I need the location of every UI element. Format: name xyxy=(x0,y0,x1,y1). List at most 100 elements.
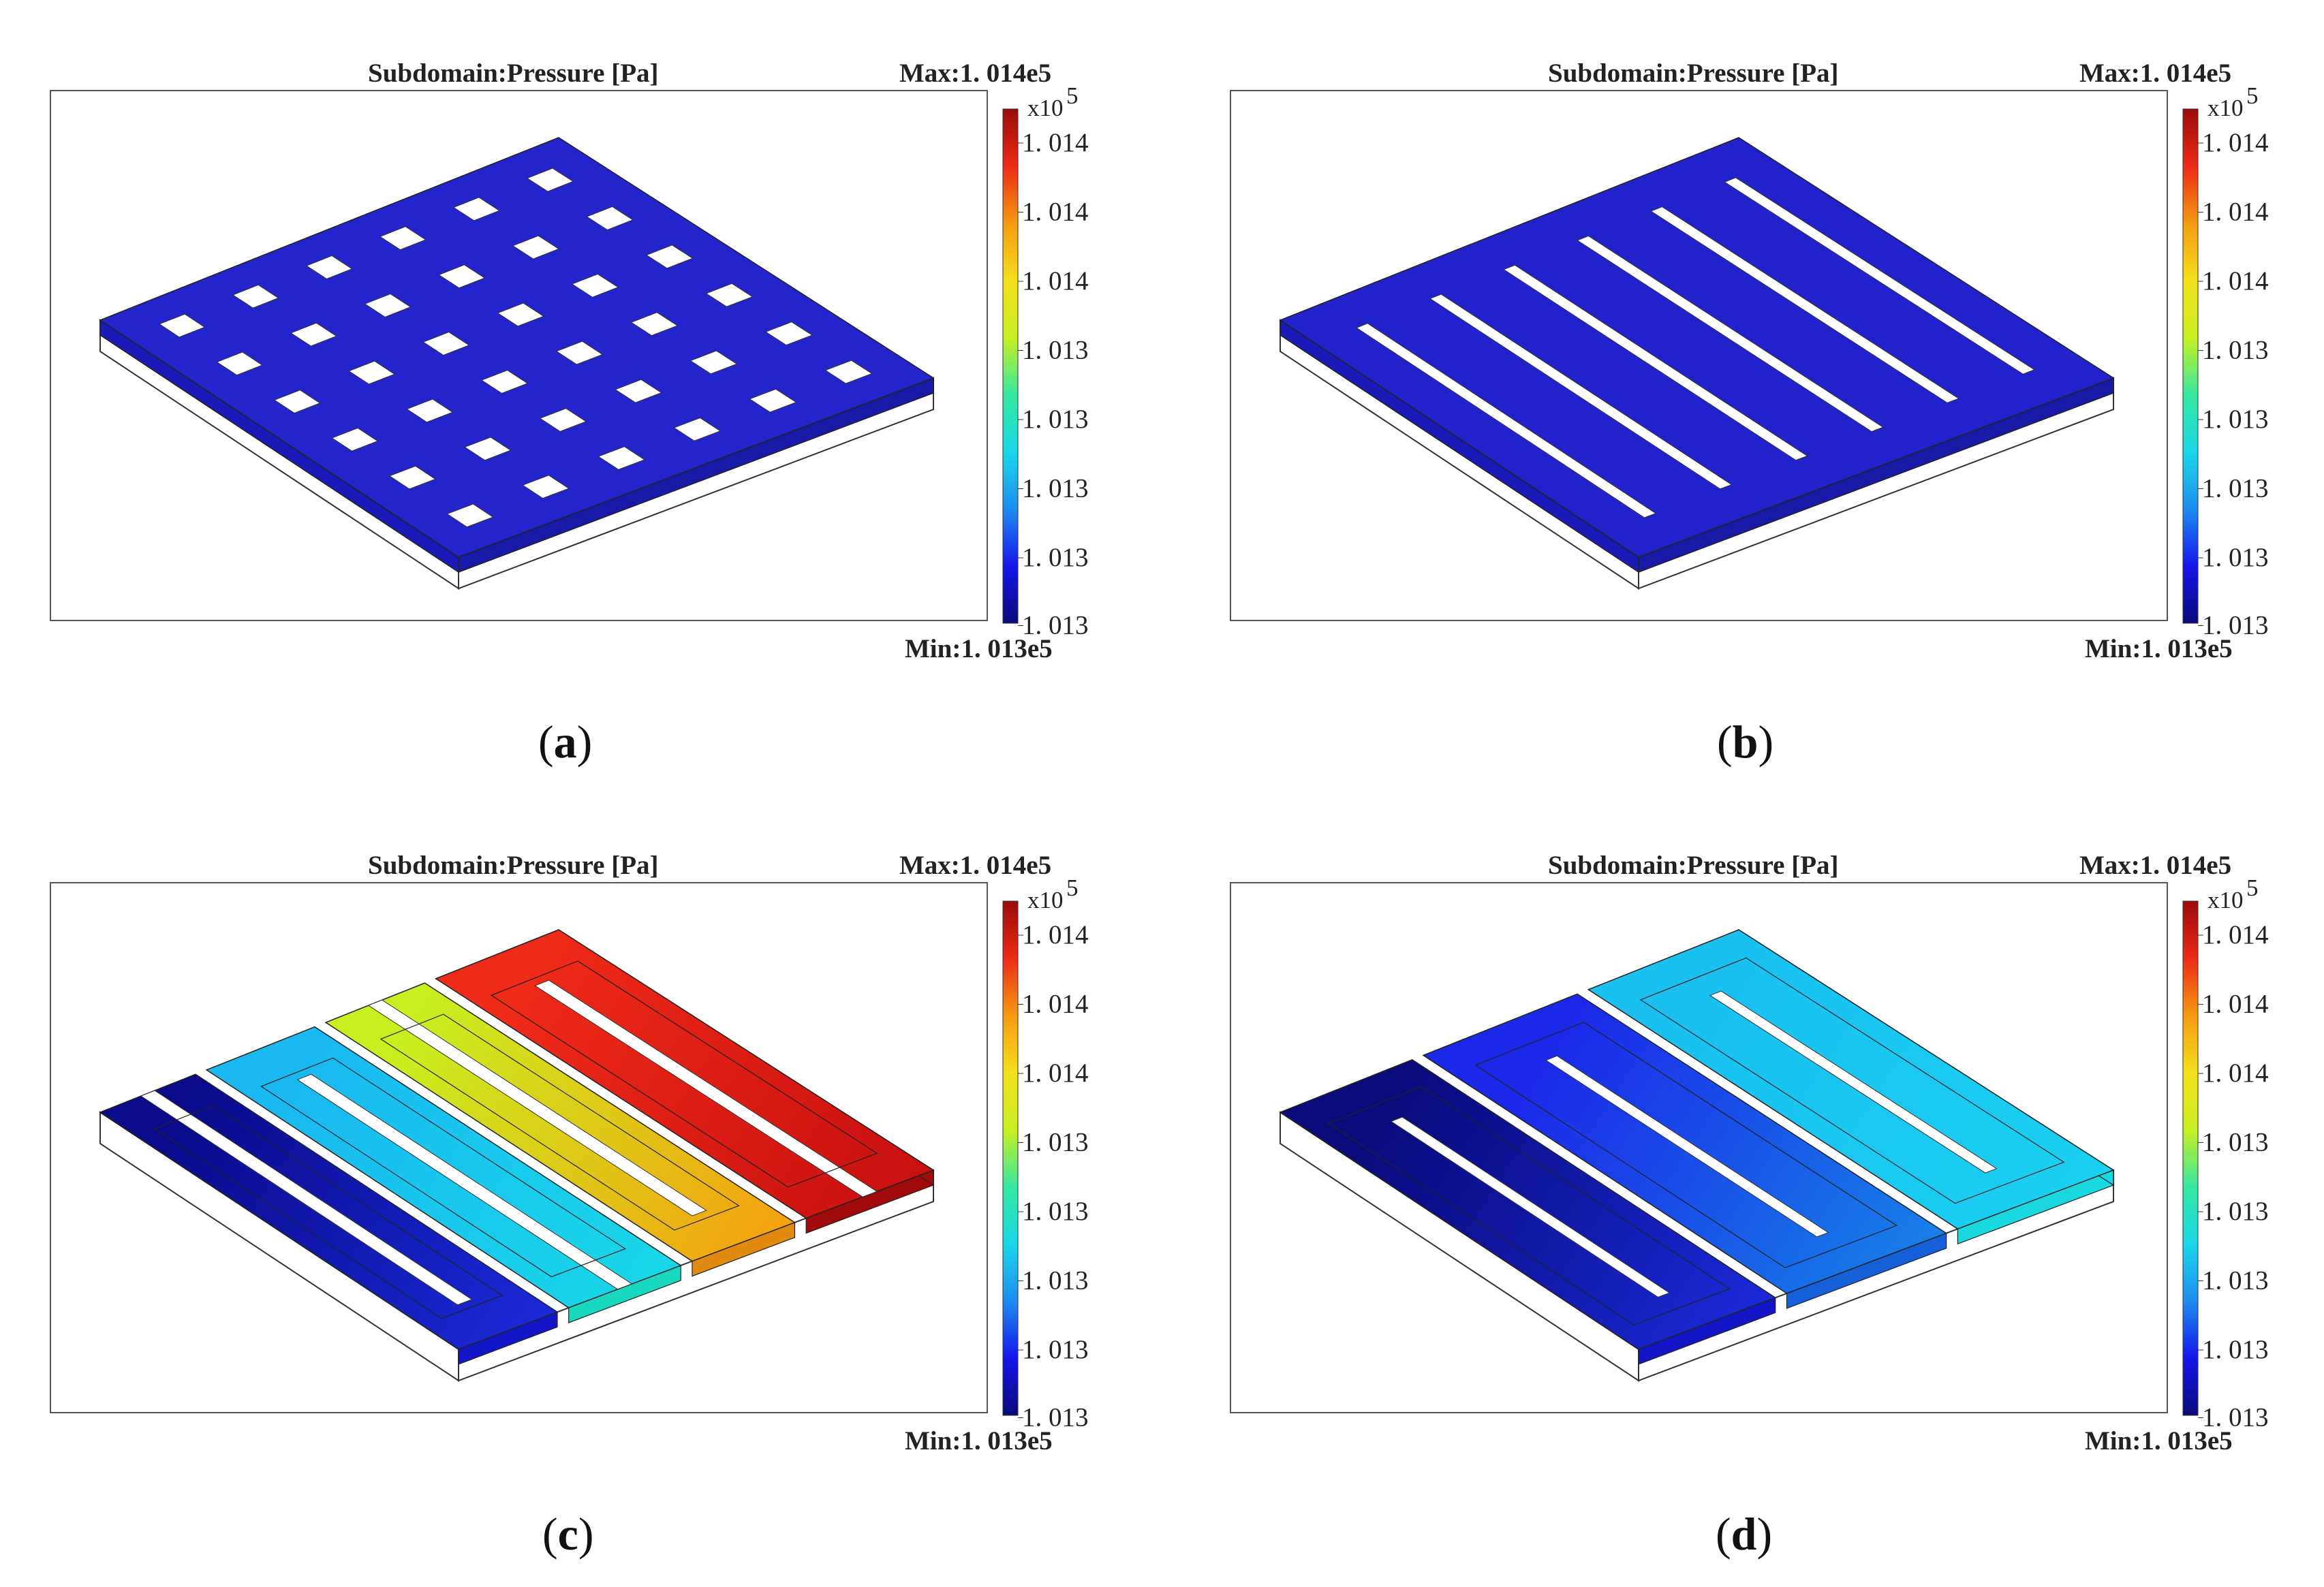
colorbar-tick: 1. 014 xyxy=(2202,920,2269,949)
colorbar xyxy=(1002,108,1019,624)
plot-title: Subdomain:Pressure [Pa] xyxy=(368,59,659,88)
flow-hole xyxy=(290,322,337,347)
flow-hole xyxy=(555,341,604,365)
colorbar-tick: 1. 013 xyxy=(2202,1197,2269,1226)
panel-c: Subdomain:Pressure [Pa] Max:1. 014e5 Min:1… xyxy=(50,851,1089,1456)
colorbar-tick: 1. 013 xyxy=(2202,611,2269,640)
colorbar-unit-exponent: 5 xyxy=(1066,82,1079,109)
flow-hole xyxy=(749,388,797,413)
flow-hole xyxy=(232,284,279,309)
channel-outline xyxy=(1327,1086,1731,1325)
flow-hole xyxy=(446,503,494,528)
colorbar-unit-exponent: 5 xyxy=(2246,875,2259,901)
flow-hole xyxy=(586,206,634,231)
colorbar-tick: 1. 014 xyxy=(2202,990,2269,1019)
colorbar-unit: x10 xyxy=(2207,887,2244,913)
colorbar-tick: 1. 014 xyxy=(2202,128,2269,157)
flow-hole xyxy=(331,427,379,452)
channel-gap xyxy=(367,999,707,1216)
colorbar-unit-exponent: 5 xyxy=(2246,82,2259,109)
flow-hole xyxy=(497,302,544,327)
channel-gap xyxy=(140,1090,473,1306)
flow-hole xyxy=(438,264,486,289)
flow-hole xyxy=(645,245,694,269)
colorbar-tick: 1. 013 xyxy=(2202,474,2269,503)
channel-gap xyxy=(296,1073,633,1290)
min-label: Min:1. 013e5 xyxy=(905,1426,1053,1456)
max-label: Max:1. 014e5 xyxy=(2079,851,2231,880)
flow-slot xyxy=(1503,264,1808,461)
flow-hole xyxy=(630,312,679,336)
colorbar-tick: 1. 013 xyxy=(2202,543,2269,572)
colorbar xyxy=(1002,900,1019,1416)
max-label: Max:1. 014e5 xyxy=(899,851,1051,880)
flow-hole xyxy=(273,390,321,414)
colorbar-tick: 1. 013 xyxy=(2202,1266,2269,1295)
colorbar-tick: 1. 014 xyxy=(2202,198,2269,227)
flow-hole xyxy=(464,437,512,461)
colorbar-tick: 1. 013 xyxy=(1022,543,1089,572)
colorbar-tick: 1. 013 xyxy=(1022,1335,1089,1364)
colorbar-unit-exponent: 5 xyxy=(1066,875,1079,901)
channel-outline xyxy=(1474,1022,1898,1268)
colorbar-tick: 1. 014 xyxy=(2202,266,2269,296)
flow-hole xyxy=(422,331,470,356)
caption-d: (d) xyxy=(1716,1508,1773,1560)
slab-top-face xyxy=(1279,137,2115,558)
colorbar-unit: x10 xyxy=(1027,887,1064,913)
plot-title: Subdomain:Pressure [Pa] xyxy=(368,851,659,880)
plot-title: Subdomain:Pressure [Pa] xyxy=(1548,851,1839,880)
plot-title: Subdomain:Pressure [Pa] xyxy=(1548,59,1839,88)
colorbar-tick: 1. 014 xyxy=(1022,920,1089,949)
colorbar-tick: 1. 014 xyxy=(1022,266,1089,296)
colorbar-tick: 1. 013 xyxy=(2202,405,2269,434)
colorbar-unit: x10 xyxy=(2207,95,2244,121)
colorbar-tick: 1. 013 xyxy=(1022,474,1089,503)
flow-hole xyxy=(764,321,814,346)
flow-hole xyxy=(452,197,501,221)
colorbar-tick: 1. 014 xyxy=(1022,198,1089,227)
flow-hole xyxy=(348,360,396,385)
colorbar-tick: 1. 013 xyxy=(2202,336,2269,365)
colorbar-tick: 1. 013 xyxy=(1022,1403,1089,1432)
flow-hole xyxy=(480,370,529,394)
colorbar-tick: 1. 013 xyxy=(1022,1197,1089,1226)
channel-outline xyxy=(490,960,878,1188)
caption-b: (b) xyxy=(1717,716,1774,768)
flow-slot xyxy=(1650,206,1959,403)
flow-hole xyxy=(216,351,263,376)
flow-hole xyxy=(690,350,738,375)
flow-hole xyxy=(614,379,662,403)
colorbar-tick: 1. 013 xyxy=(1022,336,1089,365)
flow-hole xyxy=(705,283,754,307)
colorbar-tick: 1. 013 xyxy=(2202,1128,2269,1157)
channel-gap xyxy=(534,979,878,1197)
channel-outline xyxy=(153,1105,503,1319)
flow-hole xyxy=(305,255,353,279)
min-label: Min:1. 013e5 xyxy=(905,634,1053,663)
flow-hole xyxy=(364,293,412,317)
flow-hole xyxy=(406,398,454,423)
colorbar-tick: 1. 014 xyxy=(1022,990,1089,1019)
colorbar-tick: 1. 014 xyxy=(1022,1058,1089,1088)
colorbar-tick: 1. 013 xyxy=(1022,611,1089,640)
flow-hole xyxy=(158,313,206,338)
max-label: Max:1. 014e5 xyxy=(2079,59,2231,88)
channel-gap xyxy=(1390,1116,1671,1298)
flow-hole xyxy=(512,235,560,260)
flow-hole xyxy=(522,475,570,499)
flow-slot xyxy=(1355,323,1657,518)
flow-hole xyxy=(526,168,574,192)
colorbar-tick: 1. 013 xyxy=(1022,405,1089,434)
flow-hole xyxy=(539,408,587,432)
min-label: Min:1. 013e5 xyxy=(2085,1426,2233,1456)
caption-a: (a) xyxy=(538,716,593,768)
flow-slot xyxy=(1577,235,1884,433)
caption-c: (c) xyxy=(542,1508,594,1560)
colorbar-tick: 1. 014 xyxy=(2202,1058,2269,1088)
panel-d: Subdomain:Pressure [Pa] Max:1. 014e5 Min:1… xyxy=(1230,851,2269,1456)
colorbar-tick: 1. 013 xyxy=(1022,1266,1089,1295)
channel-gap xyxy=(1709,990,1998,1174)
